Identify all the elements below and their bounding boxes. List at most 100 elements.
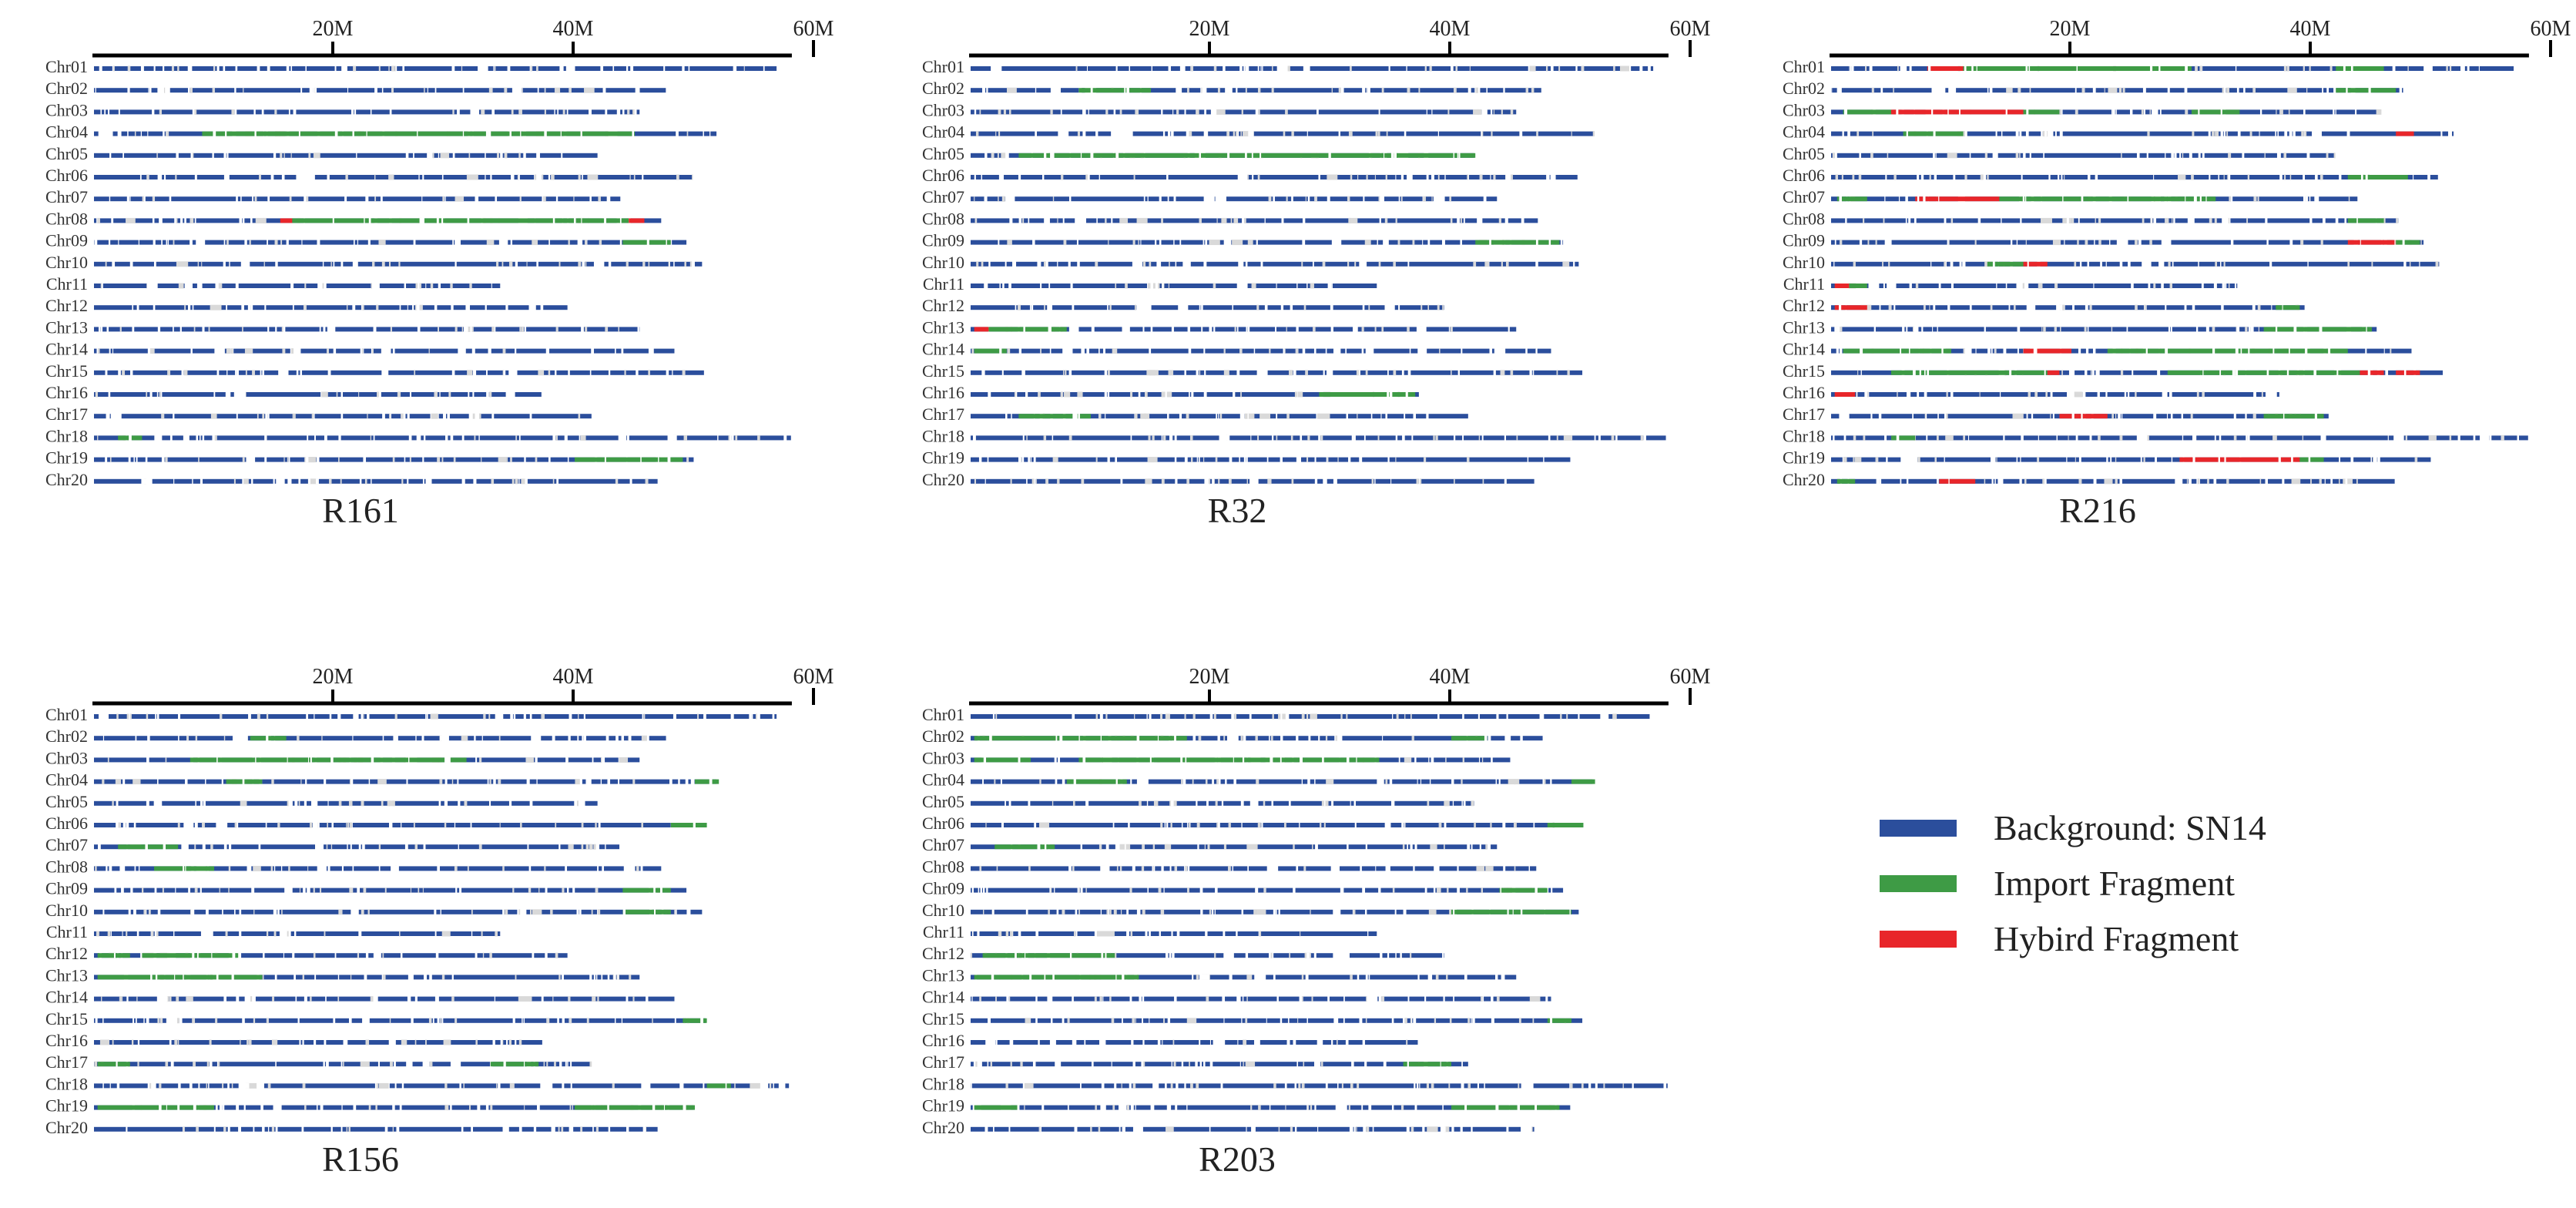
marker-gap xyxy=(1358,370,1360,376)
marker-gap xyxy=(1496,713,1499,720)
marker-gap xyxy=(2075,87,2077,93)
marker-gap xyxy=(1286,196,1288,202)
marker-gap xyxy=(500,1039,503,1045)
marker-gap xyxy=(1363,87,1366,93)
segment-gap xyxy=(2367,370,2371,376)
marker-gap xyxy=(2184,87,2188,93)
marker-gap xyxy=(1049,348,1052,354)
marker-gap xyxy=(971,1082,972,1089)
marker-gap xyxy=(1318,435,1320,441)
marker-gap xyxy=(1196,822,1200,828)
marker-gap xyxy=(153,261,156,267)
marker-gap xyxy=(267,1082,271,1089)
marker-gap xyxy=(1007,240,1011,246)
marker-gap xyxy=(1086,65,1088,72)
marker-gap xyxy=(324,931,326,937)
marker-gap xyxy=(569,1126,572,1132)
marker-gap xyxy=(1256,370,1268,376)
marker-gap xyxy=(367,240,371,246)
marker-gap xyxy=(1074,931,1076,937)
marker-gap xyxy=(1250,1105,1253,1111)
marker-gap xyxy=(1236,996,1239,1002)
marker-gap xyxy=(376,304,379,310)
marker-gap xyxy=(1142,1018,1143,1024)
marker-gap xyxy=(1226,131,1229,137)
marker-gap xyxy=(1921,326,1924,332)
marker-gap xyxy=(1099,996,1102,1002)
marker-gap xyxy=(360,1061,370,1067)
marker-gap xyxy=(1186,131,1189,137)
marker-gap xyxy=(1428,909,1437,915)
marker-gap xyxy=(1196,109,1199,115)
chromosome-bar xyxy=(971,414,1468,419)
marker-gap xyxy=(1143,196,1145,202)
marker-gap xyxy=(2284,131,2288,137)
marker-gap xyxy=(110,413,122,419)
marker-gap xyxy=(1276,283,1277,289)
marker-gap xyxy=(222,909,223,915)
marker-gap xyxy=(1493,370,1496,376)
marker-gap xyxy=(524,457,526,463)
marker-gap xyxy=(455,888,458,894)
marker-gap xyxy=(2023,153,2026,159)
marker-gap xyxy=(236,370,239,376)
marker-gap xyxy=(1205,931,1208,937)
marker-gap xyxy=(2129,109,2133,115)
segment-gap xyxy=(1896,435,1900,441)
marker-gap xyxy=(510,713,513,720)
marker-gap xyxy=(469,283,472,289)
marker-gap xyxy=(1165,391,1167,398)
marker-gap xyxy=(1166,1126,1174,1132)
marker-gap xyxy=(1044,304,1045,310)
marker-gap xyxy=(2234,283,2237,289)
marker-gap xyxy=(1385,413,1387,419)
chromosome-label: Chr08 xyxy=(922,209,964,228)
chromosome-bar xyxy=(971,392,1419,397)
marker-gap xyxy=(428,1018,432,1024)
marker-gap xyxy=(1245,65,1248,72)
marker-gap xyxy=(1347,844,1349,850)
marker-gap xyxy=(1427,304,1430,310)
marker-gap xyxy=(1223,931,1226,937)
marker-gap xyxy=(200,800,203,807)
marker-gap xyxy=(1880,87,1883,93)
marker-gap xyxy=(2288,109,2290,115)
segment-gap xyxy=(1500,888,1501,894)
marker-gap xyxy=(1535,261,1538,267)
marker-gap xyxy=(1062,1018,1065,1024)
marker-gap xyxy=(290,283,294,289)
marker-gap xyxy=(1263,800,1266,807)
marker-gap xyxy=(2040,217,2051,223)
marker-gap xyxy=(1529,370,1532,376)
marker-gap xyxy=(381,348,384,354)
marker-gap xyxy=(483,713,486,720)
marker-gap xyxy=(313,888,315,894)
marker-gap xyxy=(756,713,760,720)
marker-gap xyxy=(1453,435,1456,441)
marker-gap xyxy=(579,435,581,441)
marker-gap xyxy=(2309,65,2311,72)
marker-gap xyxy=(2077,240,2079,246)
marker-gap xyxy=(2171,153,2174,159)
marker-gap xyxy=(414,844,418,850)
marker-gap xyxy=(1475,87,1479,93)
marker-gap xyxy=(1310,1105,1313,1111)
marker-gap xyxy=(1390,800,1394,807)
segment-gap xyxy=(2081,413,2083,419)
marker-gap xyxy=(1119,217,1129,223)
marker-gap xyxy=(1080,888,1082,894)
marker-gap xyxy=(525,757,534,763)
marker-gap xyxy=(301,1126,304,1132)
marker-gap xyxy=(1898,196,1900,202)
marker-gap xyxy=(122,779,126,785)
chromosome-label: Chr03 xyxy=(922,748,964,767)
marker-gap xyxy=(1570,1082,1573,1089)
marker-gap xyxy=(1327,457,1329,463)
import-fragment xyxy=(1571,779,1596,784)
marker-gap xyxy=(1362,87,1364,93)
marker-gap xyxy=(1306,131,1308,137)
marker-gap xyxy=(1944,217,1947,223)
marker-gap xyxy=(2390,348,2392,354)
segment-gap xyxy=(163,844,166,850)
marker-gap xyxy=(213,65,216,72)
